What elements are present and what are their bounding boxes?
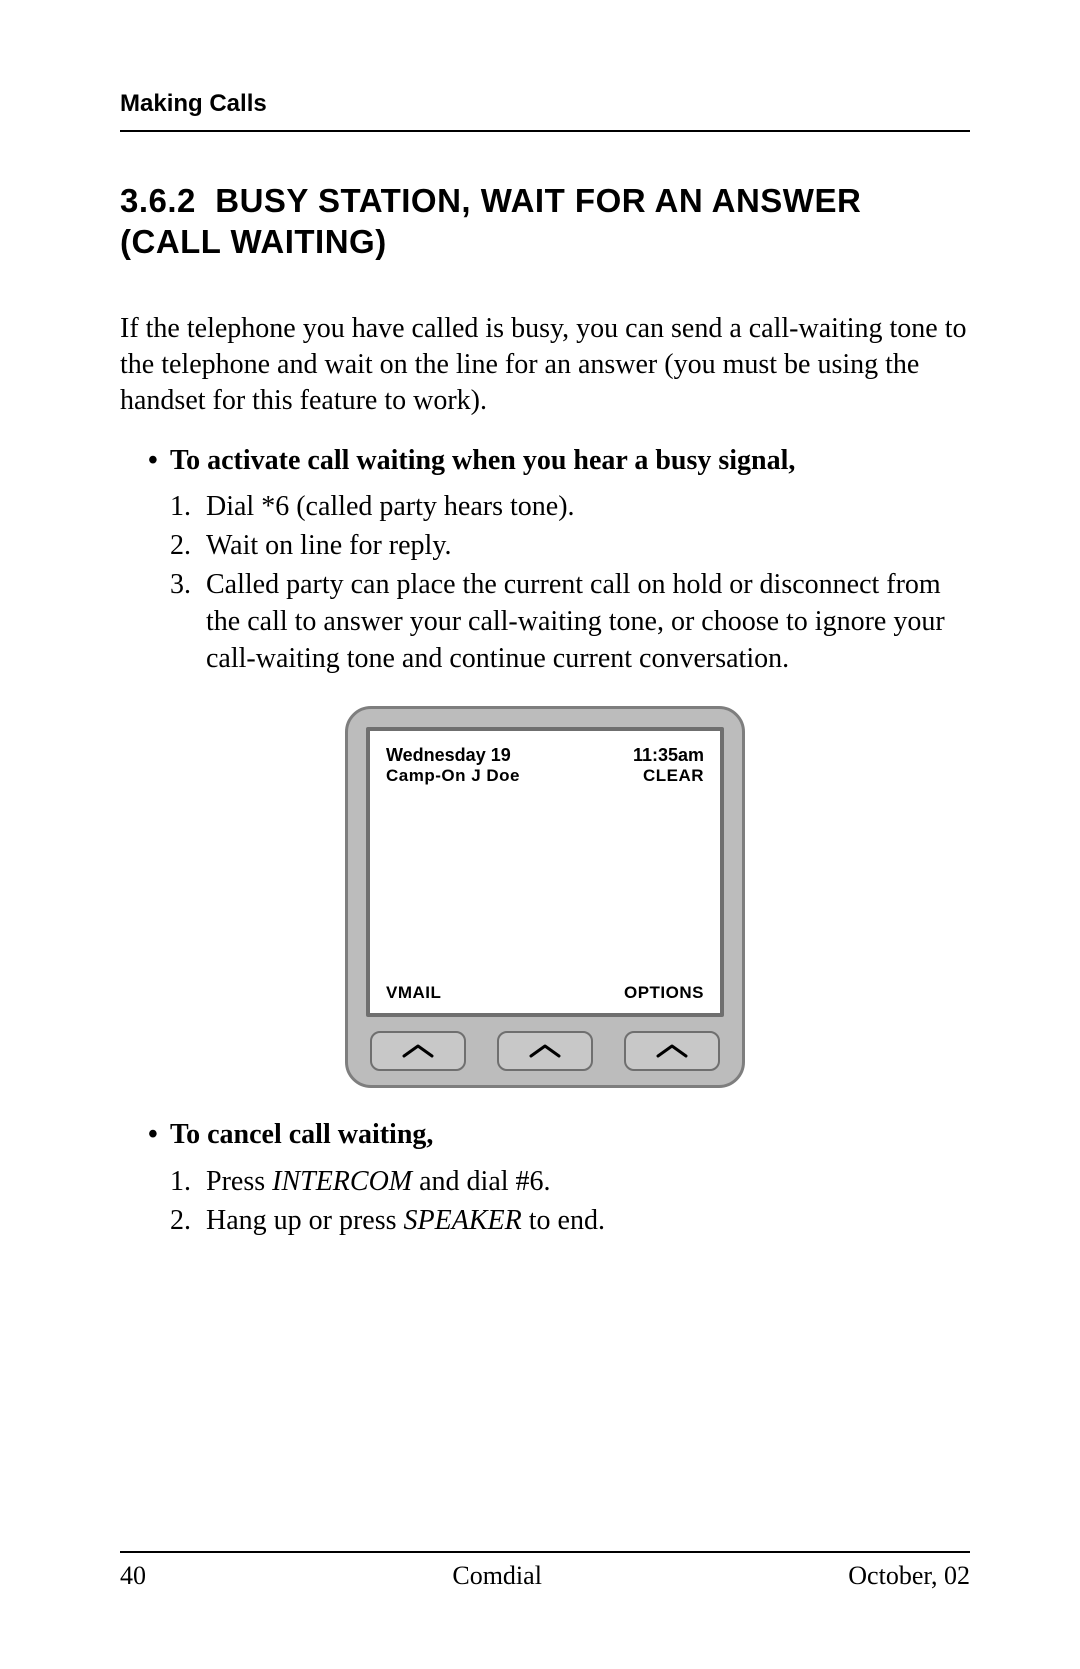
step-text: Wait on line for reply.: [206, 528, 970, 565]
step-pre: Press: [206, 1166, 272, 1197]
step-number: 1.: [170, 1164, 206, 1201]
step-em: SPEAKER: [404, 1205, 522, 1236]
chevron-up-icon: [398, 1043, 438, 1059]
softkey-row: [366, 1031, 724, 1071]
activate-heading-text: To activate call waiting when you hear a…: [170, 442, 795, 480]
intro-paragraph: If the telephone you have called is busy…: [120, 311, 970, 420]
section-heading: 3.6.2 BUSY STATION, WAIT FOR AN ANSWER (…: [120, 180, 970, 263]
screen-date: Wednesday 19: [386, 745, 511, 766]
screen-clear-label: CLEAR: [643, 766, 704, 786]
phone-illustration: Wednesday 19 11:35am Camp-On J Doe CLEAR…: [120, 706, 970, 1088]
bullet-icon: •: [148, 1116, 170, 1154]
cancel-heading: • To cancel call waiting,: [148, 1116, 970, 1154]
footer-page-number: 40: [120, 1561, 146, 1591]
screen-time: 11:35am: [633, 745, 704, 766]
step-em: INTERCOM: [272, 1166, 412, 1197]
activate-heading: • To activate call waiting when you hear…: [148, 442, 970, 480]
cancel-heading-text: To cancel call waiting,: [170, 1116, 433, 1154]
list-item: 3. Called party can place the current ca…: [170, 567, 970, 678]
footer-date: October, 02: [848, 1561, 970, 1591]
phone-bezel: Wednesday 19 11:35am Camp-On J Doe CLEAR…: [345, 706, 745, 1088]
cancel-steps: 1. Press INTERCOM and dial #6. 2. Hang u…: [170, 1164, 970, 1240]
phone-screen: Wednesday 19 11:35am Camp-On J Doe CLEAR…: [366, 727, 724, 1017]
page-footer: 40 Comdial October, 02: [120, 1551, 970, 1591]
screen-status: Camp-On J Doe: [386, 766, 520, 786]
step-number: 2.: [170, 1203, 206, 1240]
step-text: Called party can place the current call …: [206, 567, 970, 678]
step-number: 1.: [170, 489, 206, 526]
screen-options-label: OPTIONS: [624, 983, 704, 1003]
activate-steps: 1. Dial *6 (called party hears tone). 2.…: [170, 489, 970, 678]
section-title-text: BUSY STATION, WAIT FOR AN ANSWER (CALL W…: [120, 182, 861, 260]
softkey-button[interactable]: [497, 1031, 593, 1071]
manual-page: Making Calls 3.6.2 BUSY STATION, WAIT FO…: [0, 0, 1080, 1669]
step-post: and dial #6.: [412, 1166, 550, 1197]
list-item: 2. Hang up or press SPEAKER to end.: [170, 1203, 970, 1240]
screen-row-top: Wednesday 19 11:35am: [386, 745, 704, 766]
footer-center: Comdial: [452, 1561, 542, 1591]
softkey-button[interactable]: [370, 1031, 466, 1071]
softkey-button[interactable]: [624, 1031, 720, 1071]
chevron-up-icon: [652, 1043, 692, 1059]
step-text: Press INTERCOM and dial #6.: [206, 1164, 970, 1201]
list-item: 1. Dial *6 (called party hears tone).: [170, 489, 970, 526]
screen-row-bottom: VMAIL OPTIONS: [386, 983, 704, 1003]
list-item: 1. Press INTERCOM and dial #6.: [170, 1164, 970, 1201]
section-number: 3.6.2: [120, 182, 196, 219]
screen-vmail-label: VMAIL: [386, 983, 441, 1003]
step-text: Dial *6 (called party hears tone).: [206, 489, 970, 526]
step-number: 3.: [170, 567, 206, 678]
step-post: to end.: [522, 1205, 605, 1236]
running-head: Making Calls: [120, 90, 970, 132]
chevron-up-icon: [525, 1043, 565, 1059]
step-pre: Hang up or press: [206, 1205, 404, 1236]
step-text: Hang up or press SPEAKER to end.: [206, 1203, 970, 1240]
list-item: 2. Wait on line for reply.: [170, 528, 970, 565]
step-number: 2.: [170, 528, 206, 565]
screen-row-mid: Camp-On J Doe CLEAR: [386, 766, 704, 786]
bullet-icon: •: [148, 442, 170, 480]
